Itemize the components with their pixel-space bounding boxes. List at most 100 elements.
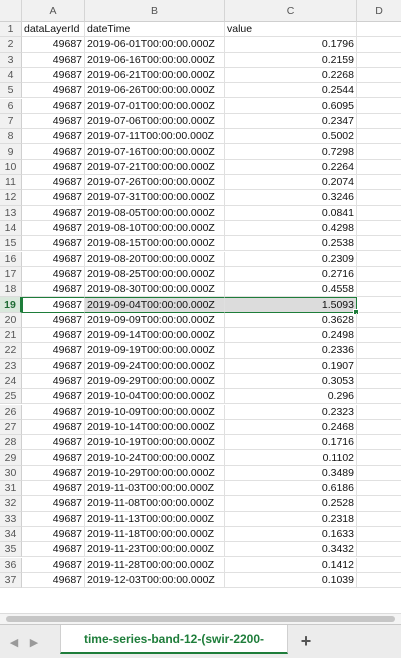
row-number[interactable]: 8 <box>0 129 22 145</box>
cell-c[interactable]: 0.1796 <box>225 37 357 53</box>
cell-c[interactable]: 0.2528 <box>225 496 357 512</box>
cell-b[interactable]: 2019-11-18T00:00:00.000Z <box>85 526 225 543</box>
row-number[interactable]: 3 <box>0 52 22 68</box>
cell-c[interactable]: 0.5002 <box>225 129 357 145</box>
cell-c[interactable]: 0.2498 <box>225 328 357 344</box>
cell-d[interactable] <box>357 206 401 221</box>
row-number[interactable]: 4 <box>0 67 22 84</box>
chevron-left-icon[interactable]: ◀ <box>9 636 19 649</box>
cell-b[interactable]: 2019-07-06T00:00:00.000Z <box>85 113 225 130</box>
cell-d[interactable] <box>357 573 401 589</box>
cell-d[interactable] <box>357 343 401 359</box>
row-number[interactable]: 30 <box>0 465 22 481</box>
cell-a[interactable]: 49687 <box>22 266 85 283</box>
cell-d[interactable] <box>357 68 401 84</box>
cell-b[interactable]: 2019-08-10T00:00:00.000Z <box>85 220 225 237</box>
cell-a[interactable]: 49687 <box>22 496 85 512</box>
row-number[interactable]: 28 <box>0 435 22 451</box>
cell-b[interactable]: 2019-06-16T00:00:00.000Z <box>85 52 225 68</box>
cell-a[interactable]: 49687 <box>22 465 85 481</box>
row-number[interactable]: 21 <box>0 328 22 344</box>
cell-a[interactable]: 49687 <box>22 175 85 191</box>
cell-c[interactable]: 0.2347 <box>225 113 357 130</box>
cell-c[interactable]: 0.3246 <box>225 190 357 206</box>
cell-c[interactable]: 0.1907 <box>225 358 357 374</box>
cell-b[interactable]: 2019-11-08T00:00:00.000Z <box>85 496 225 512</box>
cell-c[interactable]: 0.1716 <box>225 435 357 451</box>
cell-c[interactable]: 0.3628 <box>225 312 357 328</box>
row-number[interactable]: 32 <box>0 496 22 512</box>
cell-b[interactable]: 2019-08-20T00:00:00.000Z <box>85 251 225 267</box>
cell-b[interactable]: 2019-12-03T00:00:00.000Z <box>85 572 225 589</box>
cell-b[interactable]: 2019-10-09T00:00:00.000Z <box>85 404 225 420</box>
cell-a[interactable]: 49687 <box>22 144 85 160</box>
row-number[interactable]: 36 <box>0 557 22 573</box>
cell-d[interactable] <box>357 175 401 191</box>
row-number[interactable]: 12 <box>0 190 22 206</box>
column-header-b[interactable]: B <box>85 0 225 22</box>
cell-b[interactable]: 2019-11-28T00:00:00.000Z <box>85 557 225 573</box>
cell-d[interactable] <box>357 328 401 344</box>
sheet-tab-active[interactable]: time-series-band-12-(swir-2200- <box>60 625 288 654</box>
cell-b[interactable]: dateTime <box>85 22 225 38</box>
row-number[interactable]: 5 <box>0 83 22 99</box>
cell-c[interactable]: value <box>225 22 357 38</box>
cell-b[interactable]: 2019-06-21T00:00:00.000Z <box>85 67 225 84</box>
cell-b[interactable]: 2019-06-26T00:00:00.000Z <box>85 83 225 99</box>
column-header-a[interactable]: A <box>22 0 85 22</box>
cell-d[interactable] <box>357 389 401 405</box>
row-number[interactable]: 23 <box>0 358 22 374</box>
cell-a[interactable]: dataLayerId <box>22 22 85 38</box>
cell-a[interactable]: 49687 <box>22 98 85 114</box>
cell-b[interactable]: 2019-11-13T00:00:00.000Z <box>85 511 225 527</box>
row-number[interactable]: 31 <box>0 481 22 497</box>
cell-c[interactable]: 0.0841 <box>225 205 357 221</box>
cell-d[interactable] <box>357 22 401 38</box>
cell-b[interactable]: 2019-07-16T00:00:00.000Z <box>85 144 225 160</box>
cell-b[interactable]: 2019-09-09T00:00:00.000Z <box>85 312 225 328</box>
row-number[interactable]: 17 <box>0 266 22 283</box>
row-number[interactable]: 33 <box>0 511 22 527</box>
cell-d[interactable] <box>357 144 401 160</box>
cell-d[interactable] <box>357 129 401 145</box>
cell-b[interactable]: 2019-07-01T00:00:00.000Z <box>85 98 225 114</box>
cell-d[interactable] <box>357 221 401 237</box>
cell-a[interactable]: 49687 <box>22 542 85 558</box>
cell-c[interactable]: 0.1633 <box>225 526 357 543</box>
cell-c[interactable]: 0.2268 <box>225 67 357 84</box>
row-number[interactable]: 2 <box>0 37 22 53</box>
cell-d[interactable] <box>357 267 401 283</box>
cell-d[interactable] <box>357 83 401 99</box>
cell-a[interactable]: 49687 <box>22 83 85 99</box>
cell-c[interactable]: 0.1412 <box>225 557 357 573</box>
cell-d[interactable] <box>357 481 401 497</box>
cell-d[interactable] <box>357 282 401 298</box>
cell-c[interactable]: 0.2323 <box>225 404 357 420</box>
cell-c[interactable]: 0.3432 <box>225 542 357 558</box>
cell-c[interactable]: 0.2544 <box>225 83 357 99</box>
cell-b[interactable]: 2019-10-14T00:00:00.000Z <box>85 419 225 436</box>
cell-a[interactable]: 49687 <box>22 450 85 466</box>
row-number[interactable]: 37 <box>0 572 22 589</box>
row-number[interactable]: 13 <box>0 205 22 221</box>
row-number[interactable]: 11 <box>0 175 22 191</box>
cell-d[interactable] <box>357 236 401 252</box>
cell-a[interactable]: 49687 <box>22 511 85 527</box>
cell-d[interactable] <box>357 53 401 68</box>
cell-b[interactable]: 2019-11-03T00:00:00.000Z <box>85 481 225 497</box>
cell-a[interactable]: 49687 <box>22 557 85 573</box>
cell-a[interactable]: 49687 <box>22 419 85 436</box>
column-header-d[interactable]: D <box>357 0 401 22</box>
row-number[interactable]: 1 <box>0 22 22 38</box>
cell-b[interactable]: 2019-08-05T00:00:00.000Z <box>85 205 225 221</box>
select-all-corner[interactable] <box>0 0 22 22</box>
cell-a[interactable]: 49687 <box>22 220 85 237</box>
cell-a[interactable]: 49687 <box>22 113 85 130</box>
cell-d[interactable] <box>357 542 401 558</box>
cell-a[interactable]: 49687 <box>22 236 85 252</box>
cell-d[interactable] <box>357 496 401 512</box>
cell-a[interactable]: 49687 <box>22 205 85 221</box>
row-number[interactable]: 10 <box>0 159 22 175</box>
cell-d[interactable] <box>357 558 401 573</box>
cell-b[interactable]: 2019-11-23T00:00:00.000Z <box>85 542 225 558</box>
